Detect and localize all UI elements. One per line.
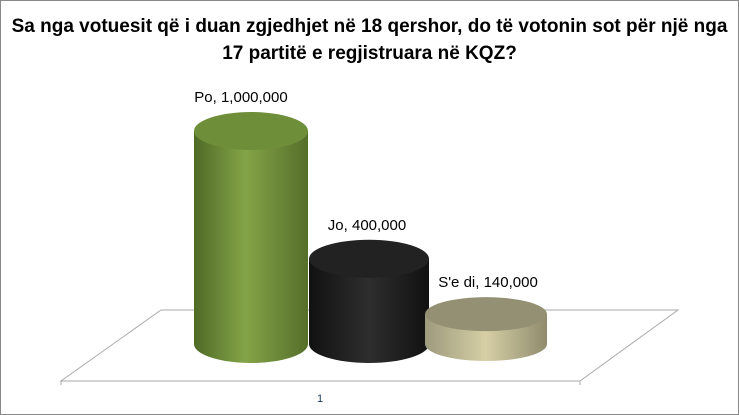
bar-top (309, 239, 429, 278)
data-label: S'e di, 140,000 (438, 274, 538, 291)
bar-body (194, 131, 308, 363)
bar-top (425, 297, 547, 332)
bar-body (309, 258, 429, 363)
bar-top (194, 112, 308, 150)
data-label: Jo, 400,000 (328, 217, 406, 234)
bar-jo (309, 239, 429, 363)
bar-po (194, 112, 308, 363)
x-tick-label: 1 (317, 393, 323, 405)
bar-sedi (425, 297, 547, 361)
data-label: Po, 1,000,000 (194, 89, 287, 106)
chart-title: Sa nga votuesit që i duan zgjedhjet në 1… (11, 16, 728, 64)
